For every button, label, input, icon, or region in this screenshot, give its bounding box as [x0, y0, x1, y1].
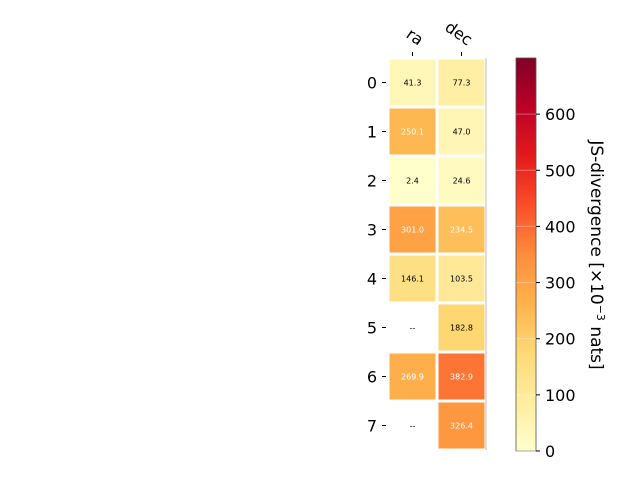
column-tick-label: ra	[403, 24, 427, 49]
cell-value-label: 2.4	[406, 177, 419, 186]
cell-value-label: 182.8	[450, 324, 473, 333]
colorbar-tick-label: 300	[545, 274, 576, 293]
colorbar-tick-label: 400	[545, 217, 576, 236]
cell-value-label: 103.5	[450, 275, 473, 284]
cell-value-label: 250.1	[401, 128, 424, 137]
cell-value-label: 326.4	[450, 422, 473, 431]
colorbar-tick-label: 100	[545, 386, 576, 405]
heat-cell	[438, 255, 485, 302]
heat-cell	[389, 206, 436, 253]
cell-value-label: 24.6	[453, 177, 471, 186]
heat-cell	[389, 59, 436, 106]
cell-value-label: 41.3	[404, 79, 422, 88]
column-axis: ra dec	[403, 17, 476, 56]
row-tick-label: 6	[367, 368, 377, 387]
cell-value-label: 234.5	[450, 226, 473, 235]
heat-cell	[389, 255, 436, 302]
cell-value-label: 146.1	[401, 275, 424, 284]
colorbar-tick-label: 500	[545, 161, 576, 180]
heatmap-cells: 41.3 77.3 250.1 47.0 2.4 24.6 301.0 234.5 146.1 1…	[389, 58, 487, 450]
row-tick-label: 2	[367, 172, 377, 191]
heat-cell	[438, 157, 485, 204]
heat-cell	[438, 206, 485, 253]
colorbar-tick-label: 600	[545, 105, 576, 124]
cell-value-label: --	[410, 422, 416, 431]
cell-value-label: 382.9	[450, 373, 473, 382]
colorbar-label: JS-divergence [×10−3 nats]	[586, 139, 608, 369]
cell-value-label: 77.3	[453, 79, 471, 88]
colorbar: 0 100 200 300 400 500 600	[515, 57, 576, 461]
column-tick-label: dec	[442, 17, 476, 49]
row-tick-label: 4	[367, 270, 377, 289]
heat-cell	[389, 353, 436, 400]
heat-cell	[438, 108, 485, 155]
colorbar-gradient	[515, 57, 537, 452]
heat-cell	[438, 304, 485, 351]
heat-cell	[389, 157, 436, 204]
row-axis: 0 1 2 3 4 5 6 7	[367, 74, 386, 436]
heat-cell	[438, 59, 485, 106]
colorbar-tick-label: 200	[545, 330, 576, 349]
row-tick-label: 5	[367, 319, 377, 338]
heat-cell	[438, 353, 485, 400]
cell-value-label: 47.0	[453, 128, 471, 137]
colorbar-tick-label: 0	[545, 442, 555, 461]
cell-value-label: 301.0	[401, 226, 424, 235]
row-tick-label: 1	[367, 123, 377, 142]
heat-cell	[438, 402, 485, 449]
row-tick-label: 7	[367, 417, 377, 436]
cell-value-label: 269.9	[401, 373, 424, 382]
row-tick-label: 3	[367, 221, 377, 240]
row-tick-label: 0	[367, 74, 377, 93]
cell-value-label: --	[410, 324, 416, 333]
heat-cell	[389, 108, 436, 155]
